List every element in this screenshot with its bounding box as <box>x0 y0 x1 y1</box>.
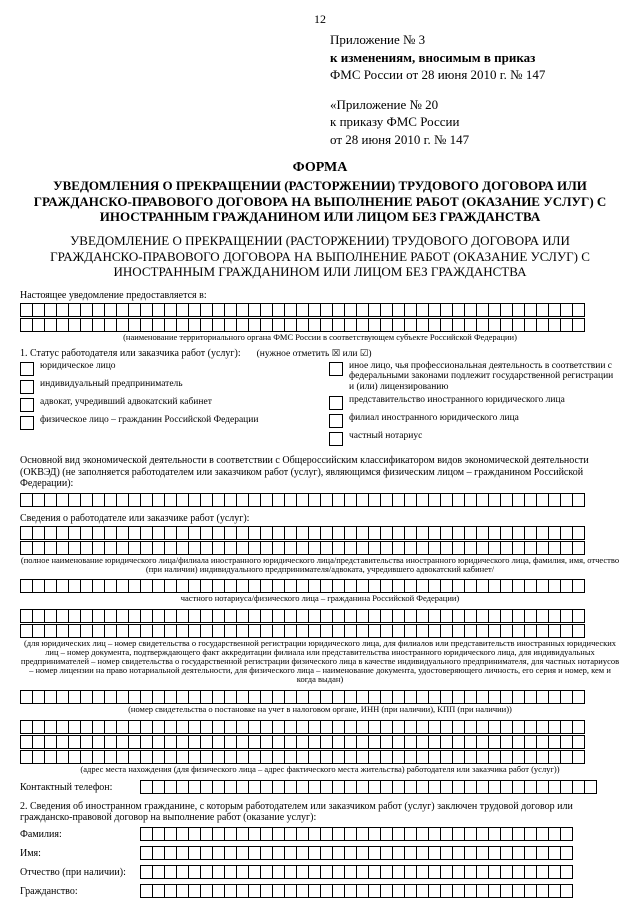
status-checkboxes: юридическое лицо индивидуальный предприни… <box>20 361 620 449</box>
cells-citizenship[interactable] <box>140 884 620 898</box>
cells-fms-2[interactable] <box>20 318 620 332</box>
page-number: 12 <box>20 12 620 27</box>
checkbox[interactable] <box>20 416 34 430</box>
title-plain: УВЕДОМЛЕНИЕ О ПРЕКРАЩЕНИИ (РАСТОРЖЕНИИ) … <box>26 233 614 280</box>
okved-label: Основной вид экономической деятельности … <box>20 455 620 490</box>
caption-notary: частного нотариуса/физического лица – гр… <box>20 594 620 603</box>
caption-inn: (номер свидетельства о постановке на уче… <box>20 705 620 714</box>
checkbox[interactable] <box>20 380 34 394</box>
cells-name[interactable] <box>140 846 620 860</box>
check-label: адвокат, учредивший адвокатский кабинет <box>40 397 212 407</box>
status-label: 1. Статус работодателя или заказчика раб… <box>20 348 241 359</box>
form-word: ФОРМА <box>20 160 620 176</box>
checkbox[interactable] <box>329 396 343 410</box>
check-right-0: иное лицо, чья профессиональная деятельн… <box>329 361 620 392</box>
phone-label: Контактный телефон: <box>20 782 140 793</box>
name-label: Имя: <box>20 848 140 859</box>
check-left-3: физическое лицо – гражданин Российской Ф… <box>20 415 311 430</box>
cells-okved[interactable] <box>20 493 620 507</box>
checkbox[interactable] <box>329 414 343 428</box>
check-label: частный нотариус <box>349 431 422 441</box>
appendix-block-2: «Приложение № 20 к приказу ФМС России от… <box>330 96 620 149</box>
present-label: Настоящее уведомление предоставляется в: <box>20 290 620 301</box>
appendix2-line3: от 28 июня 2010 г. № 147 <box>330 131 620 149</box>
appendix1-line2: к изменениям, вносимым в приказ <box>330 49 620 67</box>
checkbox[interactable] <box>20 362 34 376</box>
caption-fms: (наименование территориального органа ФМ… <box>20 333 620 342</box>
cells-patronymic[interactable] <box>140 865 620 879</box>
check-label: физическое лицо – гражданин Российской Ф… <box>40 415 258 425</box>
cells-fms-1[interactable] <box>20 303 620 317</box>
check-left-1: индивидуальный предприниматель <box>20 379 311 394</box>
cells-sved-6[interactable] <box>20 690 620 704</box>
cells-addr-3[interactable] <box>20 750 620 764</box>
check-right-3: частный нотариус <box>329 431 620 446</box>
check-label: юридическое лицо <box>40 361 116 371</box>
caption-reg: (для юридических лиц – номер свидетельст… <box>20 639 620 684</box>
appendix1-line3: ФМС России от 28 июня 2010 г. № 147 <box>330 66 620 84</box>
check-right-1: представительство иностранного юридическ… <box>329 395 620 410</box>
sved-label: Сведения о работодателе или заказчике ра… <box>20 513 620 524</box>
cells-sved-5[interactable] <box>20 624 620 638</box>
status-hint: (нужное отметить ☒ или ☑) <box>257 348 372 359</box>
appendix2-line1: «Приложение № 20 <box>330 96 620 114</box>
check-right-2: филиал иностранного юридического лица <box>329 413 620 428</box>
cells-sved-4[interactable] <box>20 609 620 623</box>
check-label: индивидуальный предприниматель <box>40 379 183 389</box>
citizenship-label: Гражданство: <box>20 886 140 897</box>
checkbox[interactable] <box>20 398 34 412</box>
cells-addr-2[interactable] <box>20 735 620 749</box>
cells-sved-2[interactable] <box>20 541 620 555</box>
cells-phone[interactable] <box>140 780 620 794</box>
checkbox[interactable] <box>329 432 343 446</box>
cells-sved-1[interactable] <box>20 526 620 540</box>
check-label: представительство иностранного юридическ… <box>349 395 565 405</box>
cells-sved-3[interactable] <box>20 579 620 593</box>
checkbox[interactable] <box>329 362 343 376</box>
check-label: филиал иностранного юридического лица <box>349 413 519 423</box>
section2-label: 2. Сведения об иностранном гражданине, с… <box>20 801 620 824</box>
check-left-0: юридическое лицо <box>20 361 311 376</box>
caption-addr: (адрес места нахождения (для физического… <box>20 765 620 774</box>
appendix2-line2: к приказу ФМС России <box>330 113 620 131</box>
patronymic-label: Отчество (при наличии): <box>20 867 140 878</box>
cells-surname[interactable] <box>140 827 620 841</box>
title-bold: УВЕДОМЛЕНИЯ О ПРЕКРАЩЕНИИ (РАСТОРЖЕНИИ) … <box>30 178 610 225</box>
appendix-block-1: Приложение № 3 к изменениям, вносимым в … <box>330 31 620 84</box>
appendix1-line1: Приложение № 3 <box>330 31 620 49</box>
check-label: иное лицо, чья профессиональная деятельн… <box>349 361 620 392</box>
surname-label: Фамилия: <box>20 829 140 840</box>
caption-name: (полное наименование юридического лица/ф… <box>20 556 620 574</box>
cells-addr-1[interactable] <box>20 720 620 734</box>
check-left-2: адвокат, учредивший адвокатский кабинет <box>20 397 311 412</box>
